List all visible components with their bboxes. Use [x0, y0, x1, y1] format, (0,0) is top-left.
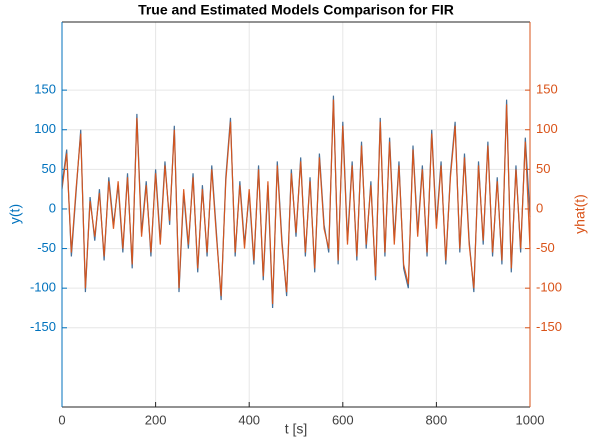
- y-tick-label: 100: [34, 121, 56, 136]
- y2-tick-label: -150: [536, 319, 562, 334]
- y-tick-label: 150: [34, 82, 56, 97]
- y2-axis-label: yhat(t): [572, 194, 588, 234]
- y2-tick-label: -100: [536, 280, 562, 295]
- x-axis-label: t [s]: [285, 421, 308, 437]
- y-tick-label: 50: [42, 161, 56, 176]
- x-tick-label: 200: [145, 412, 167, 427]
- x-tick-label: 1000: [516, 412, 545, 427]
- x-tick-label: 400: [238, 412, 260, 427]
- y-axis-label: y(t): [7, 204, 23, 224]
- x-tick-label: 0: [58, 412, 65, 427]
- y-tick-label: 0: [49, 200, 56, 215]
- y2-tick-label: 0: [536, 200, 543, 215]
- y2-tick-label: 50: [536, 161, 550, 176]
- y-tick-label: -100: [30, 280, 56, 295]
- x-tick-label: 800: [426, 412, 448, 427]
- y2-tick-label: -50: [536, 240, 555, 255]
- plot-area: [62, 22, 530, 407]
- y-tick-label: -150: [30, 319, 56, 334]
- chart-title: True and Estimated Models Comparison for…: [138, 2, 454, 18]
- y2-tick-label: 150: [536, 82, 558, 97]
- x-tick-label: 600: [332, 412, 354, 427]
- y2-tick-label: 100: [536, 121, 558, 136]
- y-tick-label: -50: [37, 240, 56, 255]
- series-line: [61, 99, 531, 305]
